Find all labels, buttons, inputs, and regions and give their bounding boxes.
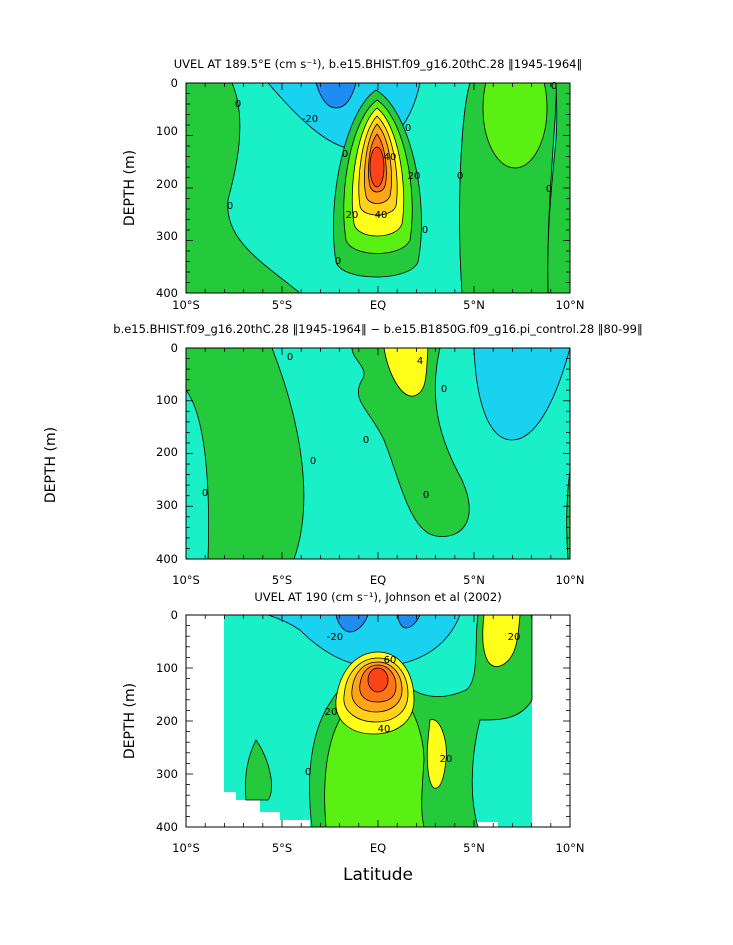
panel-3-region-offeq-yellow	[426, 719, 447, 789]
panel-2-x-tick-label: 10°N	[556, 573, 585, 587]
panel-1-contour-label: 0	[422, 225, 428, 236]
panel-1-y-tick-label: 200	[156, 177, 178, 191]
panel-1-contour-label: 20	[408, 171, 421, 182]
panel-2: b.e15.BHIST.f09_g16.20thC.28 ‖1945-1964‖…	[43, 322, 643, 587]
panel-1-field	[186, 83, 570, 293]
panel-2-y-tick-label: 300	[156, 498, 178, 512]
panel-2-y-ticks: 0 100 200 300 400	[156, 341, 178, 566]
panel-2-y-tick-label: 200	[156, 445, 178, 459]
panel-3-y-ticks: 0 100 200 300 400	[156, 608, 178, 834]
panel-1-contour-label: 20	[346, 210, 359, 221]
panel-1-x-ticks: 10°S 5°S EQ 5°N 10°N	[172, 298, 584, 312]
panel-2-title: b.e15.BHIST.f09_g16.20thC.28 ‖1945-1964‖…	[113, 322, 642, 336]
panel-2-contour-label: 0	[423, 490, 429, 501]
panel-3-westward-core	[335, 615, 369, 633]
panel-3: UVEL AT 190 (cm s⁻¹), Johnson et al (200…	[122, 590, 585, 885]
panel-3-contour-label: 20	[325, 707, 338, 718]
panel-3-contour-label: -20	[327, 632, 343, 643]
panel-1-contour-label: 0	[551, 81, 557, 92]
panel-2-region-west	[186, 348, 305, 559]
panel-3-y-tick-label: 100	[156, 661, 178, 675]
panel-2-y-tick-label: 0	[171, 341, 178, 355]
panel-2-contour-label: 0	[287, 352, 293, 363]
panel-1-y-tick-label: 0	[171, 76, 178, 90]
panel-2-field	[186, 348, 570, 559]
panel-1-contour-label: 0	[457, 171, 463, 182]
panel-1-y-ticks: 0 100 200 300 400	[156, 76, 178, 300]
shared-y-axis-label: DEPTH (m)	[43, 427, 59, 503]
panel-2-x-tick-label: 5°N	[463, 573, 485, 587]
panel-3-westward-core-east	[397, 615, 421, 629]
panel-3-x-tick-label: 10°S	[172, 841, 200, 855]
panel-3-contour-label: 20	[508, 632, 521, 643]
panel-2-region-negative	[473, 348, 570, 441]
panel-1-euc-core	[369, 146, 385, 188]
panel-2-x-ticks: 10°S 5°S EQ 5°N 10°N	[172, 573, 584, 587]
panel-1-contour-label: 40	[384, 152, 397, 163]
panel-2-contour-label: 0	[202, 488, 208, 499]
panel-1-y-tick-label: 100	[156, 124, 178, 138]
panel-3-title: UVEL AT 190 (cm s⁻¹), Johnson et al (200…	[254, 590, 501, 604]
panel-2-y-tick-label: 400	[156, 552, 178, 566]
panel-2-contour-labels: 4 0 0 0 0 0 0	[202, 352, 447, 501]
panel-3-x-tick-label: 10°N	[556, 841, 585, 855]
panel-2-y-tick-label: 100	[156, 393, 178, 407]
panel-1-contour-label: 0	[342, 149, 348, 160]
panel-2-region-equatorial	[351, 348, 470, 537]
panel-3-y-tick-label: 400	[156, 820, 178, 834]
tick-marks	[185, 82, 571, 828]
panel-3-contour-label: 20	[440, 754, 453, 765]
panel-1-x-tick-label: EQ	[370, 298, 386, 312]
panel-2-contour-label: 0	[310, 456, 316, 467]
panel-1-x-tick-label: 5°S	[272, 298, 292, 312]
panel-3-y-tick-label: 300	[156, 767, 178, 781]
panel-1-contour-label: 0	[235, 99, 241, 110]
panel-3-contour-labels: -20 60 40 20 20 20 0	[305, 632, 521, 778]
panel-1-contour-label: 40	[375, 210, 388, 221]
panel-1-y-tick-label: 300	[156, 229, 178, 243]
panel-3-contour-label: 60	[384, 655, 397, 666]
panel-1-contour-label: -20	[302, 114, 318, 125]
panel-2-x-tick-label: EQ	[370, 573, 386, 587]
panel-3-contour-label: 40	[378, 724, 391, 735]
panel-1-contour-label: 0	[405, 123, 411, 134]
panel-3-contour-label: 0	[305, 767, 311, 778]
panel-3-region-west-green	[244, 739, 272, 801]
panel-1-x-tick-label: 10°S	[172, 298, 200, 312]
panel-3-x-tick-label: 5°S	[272, 841, 292, 855]
panel-2-contour-label: 4	[417, 356, 423, 367]
panel-1-x-tick-label: 5°N	[463, 298, 485, 312]
panel-3-y-axis-label: DEPTH (m)	[122, 683, 138, 759]
panel-3-westward-cell	[267, 615, 461, 668]
panel-3-y-tick-label: 200	[156, 714, 178, 728]
panel-3-field	[186, 615, 570, 827]
panel-1-region-east-core	[482, 83, 548, 169]
panel-2-x-tick-label: 10°S	[172, 573, 200, 587]
panel-3-x-ticks: 10°S 5°S EQ 5°N 10°N	[172, 841, 584, 855]
panel-1-y-axis-label: DEPTH (m)	[122, 150, 138, 226]
panel-1-contour-labels: 0 -20 0 40 20 20 40 0 0 0 0 0 0 0	[227, 81, 557, 267]
panel-3-region-east-yellow	[482, 615, 521, 667]
panel-1-contour-label: 0	[227, 201, 233, 212]
panel-1-region-west	[186, 83, 301, 293]
panel-1: UVEL AT 189.5°E (cm s⁻¹), b.e15.BHIST.f0…	[122, 57, 585, 312]
panel-1-x-tick-label: 10°N	[556, 298, 585, 312]
panel-2-x-tick-label: 5°S	[272, 573, 292, 587]
panel-1-title: UVEL AT 189.5°E (cm s⁻¹), b.e15.BHIST.f0…	[174, 57, 582, 71]
panel-1-westward-core	[315, 83, 357, 109]
panel-3-euc-core	[367, 667, 389, 693]
panel-1-contour-label: 0	[335, 256, 341, 267]
panel-3-x-tick-label: 5°N	[463, 841, 485, 855]
panel-1-contour-label: 0	[546, 184, 552, 195]
panel-2-contour-label: 0	[441, 384, 447, 395]
panel-1-y-tick-label: 400	[156, 286, 178, 300]
panel-2-contour-label: 0	[363, 435, 369, 446]
panel-3-x-tick-label: EQ	[370, 841, 386, 855]
panel-2-region-positive	[383, 348, 429, 397]
shared-x-axis-label: Latitude	[343, 865, 413, 885]
panel-3-y-tick-label: 0	[171, 608, 178, 622]
